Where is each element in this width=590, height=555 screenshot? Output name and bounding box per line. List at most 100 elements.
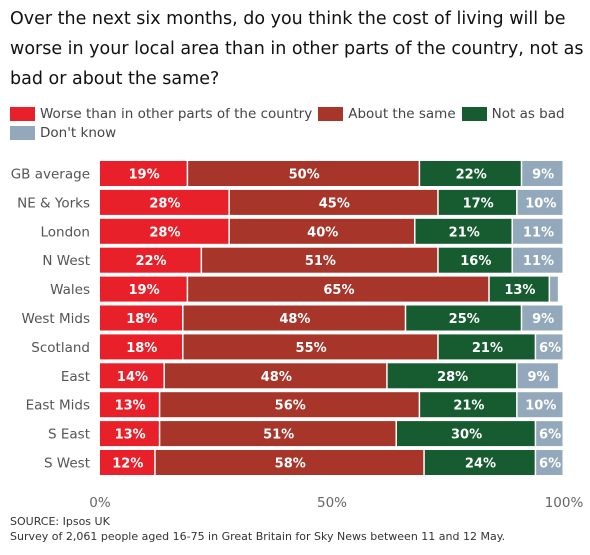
data-label: 11%: [523, 254, 554, 269]
x-tick-label: 50%: [317, 495, 347, 510]
data-label: 22%: [135, 254, 166, 269]
legend-item: About the same: [318, 106, 456, 122]
data-label: 13%: [504, 283, 535, 298]
bar-segment: [100, 161, 187, 186]
bar-segment: [522, 161, 563, 186]
data-label: 58%: [275, 457, 306, 472]
note-line: Survey of 2,061 people aged 16-75 in Gre…: [10, 530, 506, 543]
bar-segment: [100, 363, 164, 389]
chart-source: SOURCE: Ipsos UK Survey of 2,061 people …: [10, 514, 505, 544]
bar-segment: [420, 161, 521, 186]
data-label: 16%: [460, 254, 491, 269]
legend-item: Not as bad: [461, 106, 565, 122]
bar-segment: [387, 363, 517, 389]
bar-segment: [536, 334, 563, 360]
data-label: 17%: [463, 196, 494, 211]
data-label: 50%: [289, 168, 320, 183]
data-label: 48%: [261, 370, 292, 385]
bar-segment: [522, 305, 563, 331]
bar-segment: [438, 334, 535, 360]
bar-segment: [512, 218, 563, 244]
data-label: 10%: [525, 399, 556, 414]
data-label: 24%: [465, 457, 496, 472]
data-label: 12%: [112, 457, 143, 472]
x-tick-label: 100%: [545, 495, 584, 510]
data-label: 51%: [263, 428, 294, 443]
data-label: 28%: [149, 225, 180, 240]
data-label: 18%: [126, 341, 157, 356]
legend: Worse than in other parts of the country…: [10, 106, 585, 141]
bar-segment: [229, 218, 415, 244]
legend-label: Not as bad: [491, 106, 565, 122]
bar-segment: [424, 450, 535, 475]
data-label: 21%: [449, 225, 480, 240]
bar-segment: [406, 305, 521, 331]
data-label: 55%: [296, 341, 327, 356]
data-label: 6%: [539, 457, 561, 472]
stacked-bar-chart: GB average 19% 50% 22% 9% NE & Yorks 28% 45% 17%…: [11, 161, 584, 510]
category-label: Wales: [50, 282, 90, 298]
bar-segment: [183, 305, 405, 331]
source-line: SOURCE: Ipsos UK: [10, 515, 110, 528]
bar-segment: [160, 421, 396, 447]
legend-swatch: [461, 107, 487, 121]
data-label: 45%: [319, 196, 350, 211]
data-label: 11%: [523, 225, 554, 240]
bar-segment: [229, 189, 438, 215]
x-tick-label: 0%: [89, 495, 111, 510]
bar-segment: [202, 247, 438, 273]
data-label: 40%: [307, 225, 338, 240]
data-label: 19%: [129, 168, 160, 183]
data-label: 18%: [126, 312, 157, 327]
legend-label: Worse than in other parts of the country: [40, 106, 313, 122]
bar-segment: [100, 189, 229, 215]
data-label: 9%: [532, 312, 554, 327]
data-label: 48%: [279, 312, 310, 327]
category-label: GB average: [11, 167, 90, 183]
bar-segment: [438, 189, 517, 215]
bar-segment: [100, 305, 183, 331]
bar-segment: [438, 247, 512, 273]
bar-segment: [188, 161, 419, 186]
bar-segment: [155, 450, 424, 475]
category-label: S West: [44, 456, 90, 472]
bar-segment: [550, 276, 558, 302]
data-label: 13%: [115, 428, 146, 443]
bar-segment: [183, 334, 438, 360]
bar-segment: [536, 421, 563, 447]
bar-segment: [160, 392, 419, 418]
bar-segment: [100, 392, 159, 418]
bar-segment: [517, 392, 563, 418]
bar-segment: [420, 392, 517, 418]
category-label: Scotland: [31, 340, 90, 356]
data-label: 13%: [115, 399, 146, 414]
bar-segment: [396, 421, 535, 447]
legend-label: About the same: [348, 106, 456, 122]
category-label: S East: [48, 427, 90, 443]
legend-swatch: [10, 107, 35, 121]
data-label: 9%: [532, 168, 554, 183]
category-label: East Mids: [26, 398, 90, 414]
category-label: N West: [42, 253, 90, 269]
legend-item: Don't know: [10, 125, 116, 141]
bar-segment: [100, 421, 159, 447]
category-label: East: [61, 369, 90, 385]
bar-segment: [489, 276, 549, 302]
bar-segment: [164, 363, 387, 389]
bar-segment: [517, 189, 563, 215]
data-label: 28%: [149, 196, 180, 211]
legend-label: Don't know: [40, 125, 117, 141]
data-label: 21%: [453, 399, 484, 414]
bar-segment: [517, 363, 558, 389]
data-label: 9%: [527, 370, 549, 385]
bar-segment: [512, 247, 563, 273]
data-label: 21%: [472, 341, 503, 356]
data-label: 51%: [305, 254, 336, 269]
data-label: 30%: [451, 428, 482, 443]
bar-segment: [100, 334, 183, 360]
category-label: West Mids: [22, 311, 90, 327]
data-label: 65%: [323, 283, 354, 298]
bar-segment: [536, 450, 563, 475]
data-label: 56%: [275, 399, 306, 414]
data-label: 14%: [117, 370, 148, 385]
